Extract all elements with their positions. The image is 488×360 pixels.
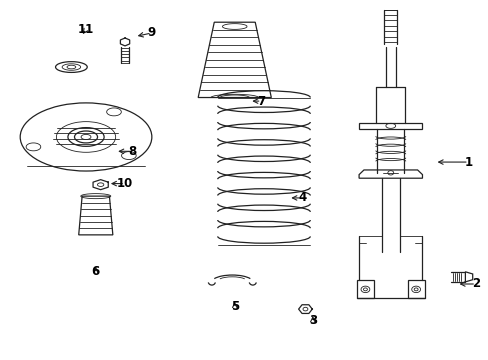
Text: 6: 6	[91, 265, 100, 278]
Text: 7: 7	[257, 95, 265, 108]
Text: 8: 8	[128, 145, 136, 158]
Text: 2: 2	[471, 278, 479, 291]
Text: 5: 5	[230, 300, 238, 313]
Text: 10: 10	[117, 177, 133, 190]
Text: 3: 3	[308, 314, 316, 327]
Text: 4: 4	[298, 192, 306, 204]
Text: 11: 11	[78, 23, 94, 36]
Text: 1: 1	[464, 156, 472, 168]
Text: 9: 9	[147, 27, 156, 40]
